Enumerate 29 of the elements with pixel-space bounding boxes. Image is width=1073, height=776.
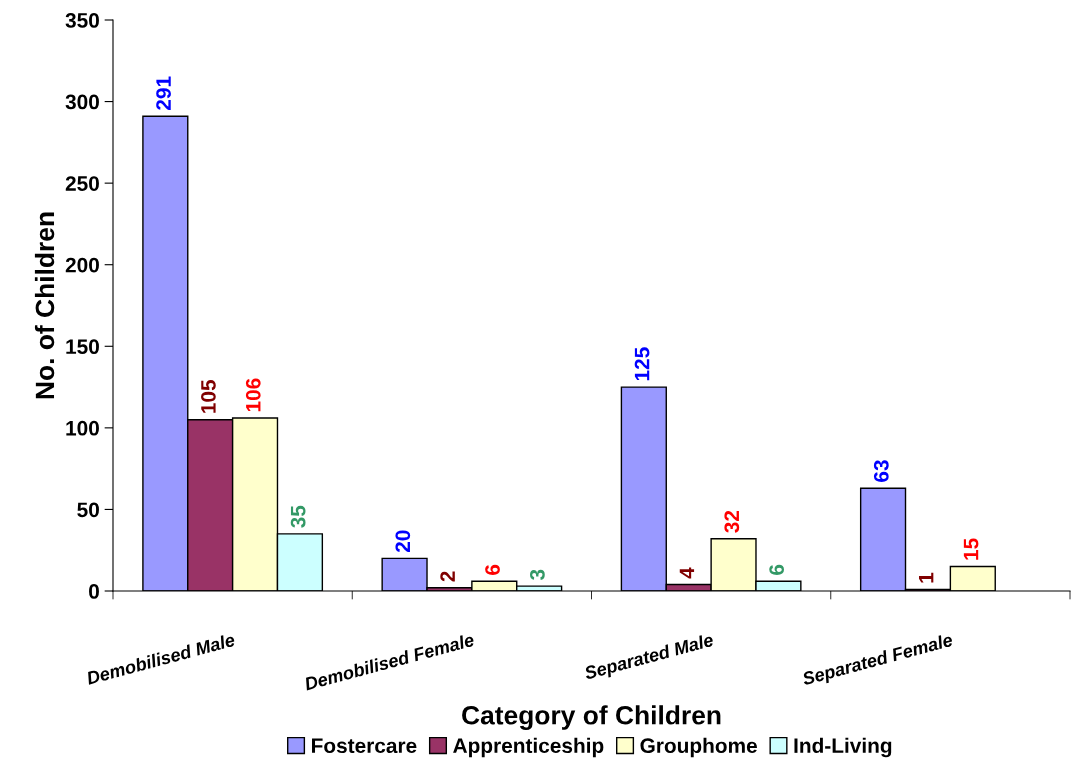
y-tick-label: 150 xyxy=(66,339,99,355)
data-label: 63 xyxy=(873,460,889,482)
data-label: 4 xyxy=(679,567,695,579)
data-label: 35 xyxy=(290,505,306,528)
y-tick-label: 0 xyxy=(89,584,99,599)
data-label: 106 xyxy=(245,378,261,412)
legend-label: Apprenticeship xyxy=(453,737,604,758)
data-label: 291 xyxy=(156,76,171,110)
y-tick-label: 300 xyxy=(65,94,99,110)
data-label: 105 xyxy=(201,379,216,413)
legend-label: Grouphome xyxy=(640,737,757,758)
data-label: 6 xyxy=(485,564,500,575)
y-tick-label: 200 xyxy=(65,257,99,273)
data-label: 15 xyxy=(963,538,979,560)
data-label: 1 xyxy=(919,572,934,583)
data-label: 3 xyxy=(530,569,545,581)
data-label: 6 xyxy=(769,564,785,575)
legend-label: Ind-Living xyxy=(794,737,892,758)
y-tick-label: 50 xyxy=(77,502,99,518)
data-label: 2 xyxy=(440,571,455,582)
data-label: 20 xyxy=(395,530,411,553)
y-tick-label: 350 xyxy=(65,13,99,28)
data-label: 125 xyxy=(634,347,650,381)
data-label: 32 xyxy=(724,510,740,533)
y-tick-label: 100 xyxy=(66,420,99,436)
y-tick-label: 250 xyxy=(65,176,99,191)
y-axis-title: No. of Children xyxy=(34,212,55,399)
x-axis-title: Category of Children xyxy=(462,705,721,730)
legend-label: Fostercare xyxy=(312,738,417,754)
